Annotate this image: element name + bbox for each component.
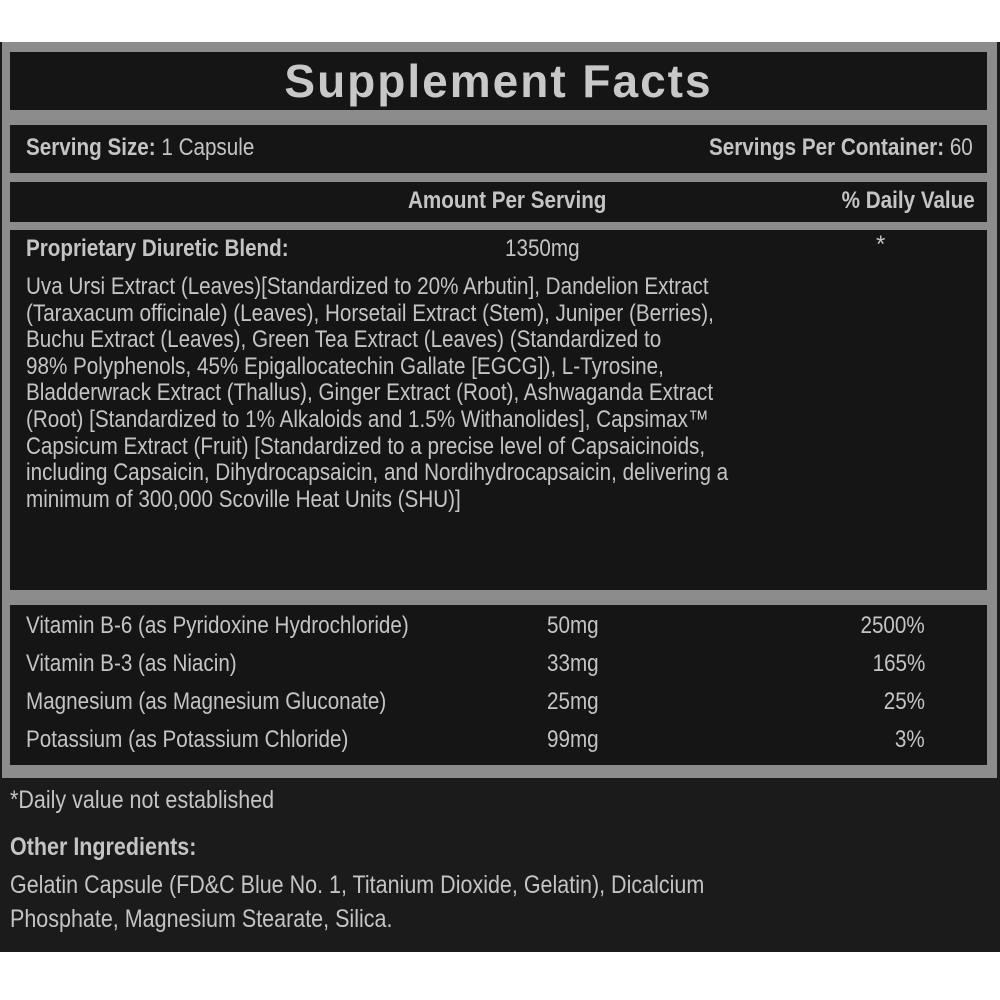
servings-per-container-label: Servings Per Container:: [709, 134, 945, 161]
blend-ingredient-line: (Taraxacum officinale) (Leaves), Horseta…: [26, 299, 714, 327]
blend-ingredient-line: including Capsaicin, Dihydrocapsaicin, a…: [26, 459, 729, 487]
footnote: *Daily value not established: [10, 786, 275, 814]
nutrient-amount: 99mg: [547, 726, 599, 753]
other-ingredients-line: Gelatin Capsule (FD&C Blue No. 1, Titani…: [10, 871, 705, 899]
title-box: Supplement Facts: [10, 52, 987, 110]
amount-per-serving-header: Amount Per Serving: [408, 187, 607, 214]
nutrient-daily-value: 2500%: [860, 612, 925, 639]
nutrient-daily-value: 25%: [883, 688, 925, 715]
nutrient-amount: 25mg: [547, 688, 599, 715]
other-ingredients-label: Other Ingredients:: [10, 833, 197, 861]
nutrient-name: Potassium (as Potassium Chloride): [26, 726, 349, 753]
nutrient-name: Vitamin B-6 (as Pyridoxine Hydrochloride…: [26, 612, 409, 639]
blend-ingredient-line: Capsicum Extract (Fruit) [Standardized t…: [26, 432, 706, 460]
nutrient-amount: 50mg: [547, 612, 599, 639]
serving-row: Serving Size: 1 Capsule Servings Per Con…: [10, 125, 987, 173]
blend-name: Proprietary Diuretic Blend:: [26, 235, 289, 262]
nutrient-amount: 33mg: [547, 650, 599, 677]
blend-daily-value: *: [876, 231, 886, 258]
serving-size-value: 1 Capsule: [161, 134, 255, 161]
nutrient-name: Vitamin B-3 (as Niacin): [26, 650, 237, 677]
proprietary-blend-section: Proprietary Diuretic Blend: 1350mg * Uva…: [10, 230, 987, 590]
blend-ingredient-line: (Root) [Standardized to 1% Alkaloids and…: [26, 405, 709, 433]
nutrients-section: Vitamin B-6 (as Pyridoxine Hydrochloride…: [10, 605, 987, 765]
blend-ingredient-line: Bladderwrack Extract (Thallus), Ginger E…: [26, 379, 714, 407]
blend-amount: 1350mg: [505, 235, 580, 262]
serving-size-label: Serving Size:: [26, 134, 156, 161]
daily-value-header: % Daily Value: [841, 187, 975, 214]
blend-ingredient-line: Buchu Extract (Leaves), Green Tea Extrac…: [26, 326, 662, 354]
blend-ingredients: Uva Ursi Extract (Leaves)[Standardized t…: [26, 273, 842, 513]
blend-ingredient-line: minimum of 300,000 Scoville Heat Units (…: [26, 485, 461, 513]
blend-ingredient-line: Uva Ursi Extract (Leaves)[Standardized t…: [26, 273, 709, 300]
other-ingredients-line: Phosphate, Magnesium Stearate, Silica.: [10, 905, 393, 933]
column-header-row: Amount Per Serving % Daily Value: [10, 182, 987, 222]
blend-ingredient-line: 98% Polyphenols, 45% Epigallocatechin Ga…: [26, 352, 664, 380]
servings-per-container-value: 60: [950, 134, 973, 161]
label-title: Supplement Facts: [284, 55, 713, 107]
other-ingredients-text: Gelatin Capsule (FD&C Blue No. 1, Titani…: [10, 868, 817, 936]
nutrient-daily-value: 165%: [872, 650, 925, 677]
nutrient-name: Magnesium (as Magnesium Gluconate): [26, 688, 387, 715]
nutrient-daily-value: 3%: [895, 726, 925, 753]
